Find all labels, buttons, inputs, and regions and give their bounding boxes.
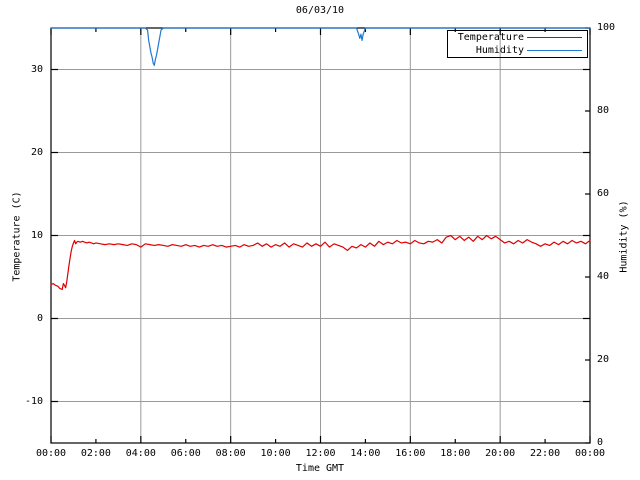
y-axis-right-label: Humidity (%): [618, 199, 630, 273]
data-series: [50, 27, 591, 291]
x-axis-tick-label: 10:00: [260, 448, 291, 459]
y-axis-right-tick-label: 100: [597, 22, 616, 33]
x-axis-tick-label: 22:00: [530, 448, 561, 459]
legend-label: Temperature: [457, 32, 524, 43]
y-axis-right-tick-label: 20: [597, 354, 610, 365]
x-axis-tick-label: 00:00: [35, 448, 67, 459]
series-line-humidity: [50, 27, 591, 66]
y-axis-left-tick-label: 10: [30, 229, 43, 241]
legend[interactable]: Temperature Humidity: [447, 30, 588, 58]
y-axis-left-tick-label: -10: [24, 395, 43, 407]
y-axis-right-tick-label: 60: [597, 188, 610, 199]
x-axis-tick-label: 18:00: [440, 448, 471, 459]
chart-title: 06/03/10: [295, 5, 345, 16]
y-axis-left-tick-label: 20: [30, 146, 43, 158]
x-axis-tick-label: 08:00: [215, 448, 246, 459]
series-line-temperature: [50, 234, 591, 291]
y-axis-right-tick-label: 0: [597, 437, 604, 448]
legend-color-swatch: [527, 50, 582, 51]
x-axis-tick-label: 02:00: [80, 448, 111, 459]
x-axis-tick-label: 12:00: [305, 448, 336, 459]
x-axis-tick-label: 16:00: [395, 448, 426, 459]
legend-item-temperature[interactable]: Temperature: [448, 31, 587, 44]
y-axis-right-tick-label: 80: [597, 105, 610, 116]
legend-label: Humidity: [475, 45, 524, 56]
x-axis-tick-label: 04:00: [125, 448, 156, 459]
legend-item-humidity[interactable]: Humidity: [448, 44, 587, 57]
x-axis-tick-label: 20:00: [485, 448, 516, 459]
legend-color-swatch: [527, 37, 582, 38]
grid-lines: [51, 28, 590, 443]
y-axis-right-tick-label: 40: [597, 271, 610, 282]
x-axis-tick-label: 06:00: [170, 448, 201, 459]
y-axis-left-tick-label: 0: [36, 312, 43, 324]
x-axis-label: Time GMT: [295, 463, 345, 474]
x-axis-tick-label: 14:00: [350, 448, 381, 459]
y-axis-left-tick-label: 30: [30, 63, 43, 75]
x-axis-tick-label: 00:00: [574, 448, 606, 459]
